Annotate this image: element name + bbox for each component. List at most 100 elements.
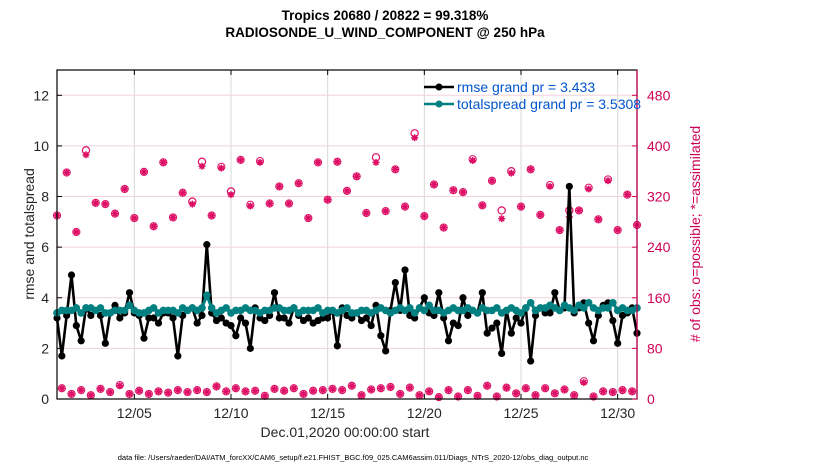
rmse-point: [241, 319, 250, 327]
rmse-point: [246, 344, 254, 352]
rmse-point: [232, 332, 240, 340]
obs-star-core: [595, 216, 601, 222]
rmse-point: [150, 314, 158, 322]
rmse-point: [67, 271, 76, 279]
obs-star-core: [624, 192, 630, 198]
obs-assimilated-marker: [406, 384, 414, 392]
obs-possible-marker: [231, 384, 240, 393]
totalspread-point: [77, 309, 85, 317]
obs-possible-marker: [164, 388, 173, 397]
obs-possible-marker: [367, 385, 376, 394]
obs-star-core: [276, 183, 282, 190]
totalspread-point: [420, 306, 429, 315]
obs-possible-marker: [347, 381, 356, 390]
obs-assimilated-marker: [246, 202, 254, 210]
obs-star-core: [552, 390, 558, 396]
obs-star-core: [131, 215, 137, 221]
rmse-point: [483, 329, 491, 337]
obs-possible-marker: [130, 213, 139, 223]
y-axis-label: rmse and totalspread: [21, 168, 37, 300]
obs-assimilated-marker: [222, 387, 230, 395]
axis-ticks: 12/05 12/10 12/15 12/20 12/25 12/300801602403…: [33, 70, 671, 421]
obs-star-core: [619, 387, 626, 393]
obs-assimilated-marker: [266, 199, 274, 207]
obs-possible-marker: [173, 386, 182, 395]
rmse-point: [488, 324, 496, 332]
obs-assimilated-marker: [164, 389, 172, 397]
obs-star-core: [315, 159, 321, 165]
obs-assimilated-marker: [275, 182, 283, 190]
obs-assimilated-marker: [217, 164, 225, 172]
obs-possible-marker: [555, 225, 564, 235]
obs-assimilated-marker: [343, 187, 351, 195]
obs-assimilated-marker: [614, 226, 622, 234]
obs-star-core: [407, 385, 413, 391]
obs-possible-marker: [550, 389, 559, 398]
legend-rmse-label: rmse grand pr = 3.433: [457, 79, 595, 95]
rmse-point: [154, 319, 163, 327]
obs-assimilated-marker: [348, 382, 356, 390]
obs-star-core: [586, 186, 592, 192]
totalspread-point: [120, 306, 129, 315]
rmse-point: [58, 352, 66, 360]
obs-possible-marker: [487, 176, 497, 185]
obs-assimilated-marker: [382, 207, 390, 215]
obs-star-core: [513, 390, 519, 396]
obs-star-core: [218, 165, 224, 171]
obs-possible-marker: [139, 167, 149, 176]
obs-assimilated-marker: [512, 389, 520, 397]
obs-possible-marker: [521, 384, 530, 393]
obs-possible-marker: [396, 389, 405, 399]
obs-star-core: [503, 385, 510, 391]
obs-assimilated-marker: [251, 387, 259, 395]
obs-star-core: [97, 386, 104, 392]
obs-star-core: [209, 212, 215, 219]
obs-assimilated-marker: [126, 390, 133, 398]
obs-star-core: [122, 186, 128, 192]
rmse-point: [270, 289, 279, 297]
rmse-point: [285, 319, 293, 327]
obs-star-core: [590, 393, 597, 400]
obs-possible-marker: [135, 386, 144, 395]
totalspread-point: [584, 299, 593, 307]
obs-assimilated-marker: [237, 156, 245, 164]
obs-star-core: [532, 392, 539, 398]
obs-star-core: [557, 227, 563, 233]
obs-assimilated-marker: [130, 214, 138, 222]
obs-star-core: [68, 391, 75, 397]
series-lines: [53, 182, 641, 365]
rmse-point: [420, 294, 428, 302]
obs-assimilated-marker: [594, 215, 602, 223]
obs-assimilated-marker: [551, 389, 559, 397]
obs-assimilated-marker: [314, 158, 322, 166]
obs-possible-marker: [91, 198, 100, 207]
x-tick-label: 12/05: [117, 405, 152, 421]
rmse-point: [217, 314, 225, 322]
rmse-point: [512, 314, 520, 322]
obs-assimilated-marker: [430, 181, 438, 189]
obs-assimilated-marker: [585, 185, 593, 193]
obs-possible-marker: [492, 392, 501, 401]
obs-star-core: [484, 383, 490, 389]
obs-assimilated-marker: [188, 200, 196, 208]
obs-assimilated-marker: [72, 228, 80, 236]
obs-assimilated-marker: [541, 384, 549, 392]
obs-star-core: [160, 159, 166, 165]
obs-possible-marker: [280, 386, 289, 395]
totalspread-point: [570, 306, 578, 315]
totalspread-point: [174, 309, 182, 317]
obs-possible-marker: [265, 199, 274, 208]
rmse-point: [435, 289, 443, 297]
obs-star-core: [155, 388, 162, 395]
obs-possible-marker: [502, 383, 511, 392]
totalspread-point: [526, 299, 535, 307]
obs-possible-marker: [159, 158, 168, 167]
obs-assimilated-marker: [174, 386, 182, 394]
rmse-point: [203, 241, 211, 249]
obs-possible-marker: [516, 202, 526, 211]
obs-star-core: [629, 388, 635, 395]
obs-assimilated-marker: [459, 188, 467, 196]
obs-possible-marker: [454, 392, 463, 401]
obs-star-core: [441, 224, 447, 231]
obs-assimilated-marker: [169, 213, 177, 221]
